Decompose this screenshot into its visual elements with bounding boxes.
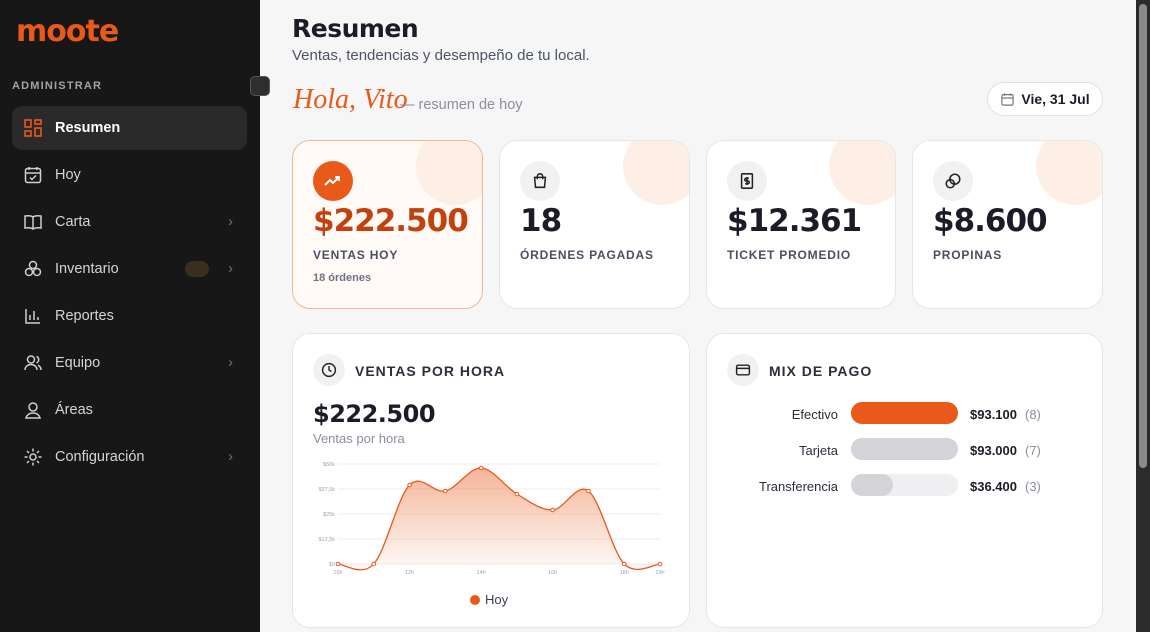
card-title: VENTAS POR HORA	[355, 363, 506, 379]
page-subtitle: Ventas, tendencias y desempeño de tu loc…	[292, 47, 590, 64]
nav-label: Reportes	[55, 308, 114, 324]
data-point	[335, 561, 341, 567]
legend: Hoy	[470, 592, 508, 607]
nav-item[interactable]: Áreas	[12, 388, 247, 432]
payment-label: Efectivo	[791, 407, 838, 422]
x-tick-label: 18h	[620, 570, 629, 576]
data-point	[407, 482, 412, 488]
date-label: Vie, 31 Jul	[1021, 91, 1090, 107]
nav-label: Configuración	[55, 449, 145, 465]
nav-item[interactable]: Carta ›	[12, 200, 247, 244]
kpi-note: 18 órdenes	[313, 272, 372, 284]
nav-item[interactable]: Hoy	[12, 153, 247, 197]
nav-label: Inventario	[55, 261, 119, 277]
data-point	[621, 561, 627, 567]
area-fill	[338, 467, 660, 570]
payment-bar	[851, 474, 893, 496]
payment-card: MIX DE PAGO Efectivo $93.100 (8) Tarjeta $93…	[706, 333, 1103, 628]
page-title: Resumen	[292, 14, 419, 43]
y-tick-label: $25k	[323, 512, 335, 518]
date-picker[interactable]: Vie, 31 Jul	[987, 82, 1103, 116]
y-tick-label: $37,5k	[318, 487, 335, 493]
y-tick-label: $0	[329, 562, 335, 568]
x-tick-label: 12h	[405, 570, 414, 576]
lock-badge	[185, 261, 209, 277]
data-point	[550, 507, 555, 513]
legend-swatch	[470, 594, 480, 605]
nav-item[interactable]: Inventario ›	[12, 247, 247, 291]
payment-label: Tarjeta	[798, 443, 838, 458]
area-line	[337, 467, 661, 571]
greeting-note: — resumen de hoy	[400, 97, 523, 113]
payment-value: $93.100	[970, 407, 1017, 422]
payment-count: (3)	[1025, 479, 1041, 494]
greeting: Hola, Vito	[293, 84, 408, 115]
kpi-label: TICKET PROMEDIO	[727, 248, 852, 262]
nav-label: Resumen	[55, 120, 121, 136]
kpi-label: VENTAS HOY	[313, 248, 399, 262]
sales-total: $222.500	[313, 400, 436, 428]
nav-item[interactable]: Equipo ›	[12, 341, 247, 385]
data-point	[586, 488, 591, 494]
nav-label: Carta	[55, 214, 91, 230]
nav-item[interactable]: Configuración ›	[12, 435, 247, 479]
collapse-button[interactable]	[250, 76, 270, 96]
scrollbar[interactable]	[1136, 0, 1150, 632]
x-tick-label: 19h	[655, 570, 664, 576]
payment-value: $93.000	[970, 443, 1017, 458]
kpi-label: PROPINAS	[933, 248, 1003, 262]
kpi-value: 18	[520, 203, 562, 239]
kpi-value: $222.500	[313, 203, 469, 239]
data-point	[478, 465, 484, 471]
nav-label: Áreas	[55, 402, 93, 418]
nav-item[interactable]: Resumen	[12, 106, 247, 150]
kpi-value: $12.361	[727, 203, 862, 239]
kpi-card: $222.500 VENTAS HOY 18 órdenes	[292, 140, 483, 309]
kpi-card: $8.600 PROPINAS	[912, 140, 1103, 309]
data-point	[371, 561, 377, 567]
kpi-card: $12.361 TICKET PROMEDIO	[706, 140, 896, 309]
nav-item[interactable]: Reportes	[12, 294, 247, 338]
x-tick-label: 14h	[477, 570, 486, 576]
payment-count: (8)	[1025, 407, 1041, 422]
sales-caption: Ventas por hora	[313, 431, 405, 446]
kpi-card: 18 ÓRDENES PAGADAS	[499, 140, 690, 309]
card-title: MIX DE PAGO	[769, 363, 873, 379]
brand-logo[interactable]: moote	[16, 14, 119, 49]
x-tick-label: 16h	[548, 570, 557, 576]
kpi-value: $8.600	[933, 203, 1048, 239]
kpi-label: ÓRDENES PAGADAS	[520, 248, 654, 262]
x-tick-label: 10h	[333, 570, 342, 576]
data-point	[443, 488, 448, 494]
payment-value: $36.400	[970, 479, 1017, 494]
payment-count: (7)	[1025, 443, 1041, 458]
y-tick-label: $50k	[323, 462, 335, 468]
payment-bar	[851, 402, 958, 424]
data-point	[657, 561, 663, 567]
payment-label: Transferencia	[759, 479, 838, 494]
nav-label: Hoy	[55, 167, 81, 183]
legend-label: Hoy	[485, 592, 509, 607]
y-tick-label: $12,5k	[318, 537, 335, 543]
sidebar: moote ADMINISTRAR Resumen Hoy Carta › Inv…	[0, 0, 260, 632]
data-point	[514, 491, 520, 497]
section-label: ADMINISTRAR	[12, 80, 103, 92]
payment-bar	[851, 438, 958, 460]
area-chart: $0 $12,5k $25k $37,5k $50k 10h 12h 14h 16h 18h 19h	[318, 462, 664, 576]
nav-label: Equipo	[55, 355, 101, 371]
